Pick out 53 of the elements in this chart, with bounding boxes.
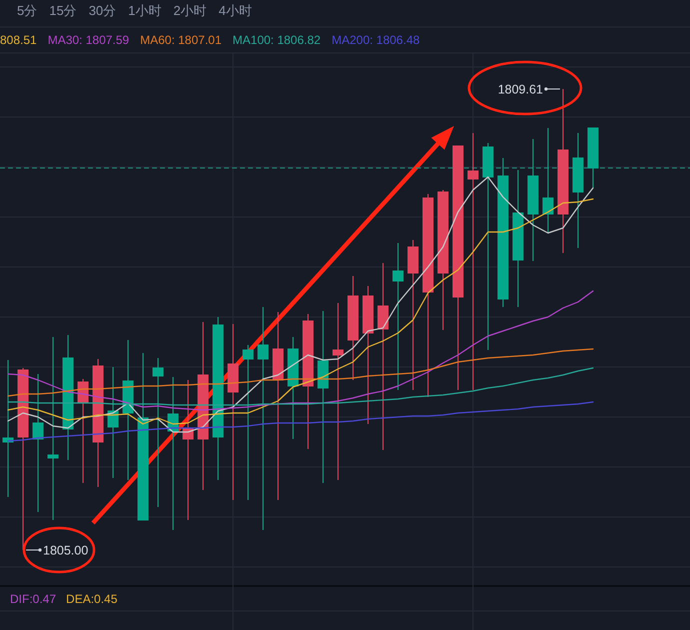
candlestick (392, 242, 404, 390)
candlestick (482, 142, 494, 350)
candlestick (302, 314, 314, 450)
candlestick (558, 88, 568, 254)
candlestick (438, 190, 448, 330)
text: 2小时 (173, 3, 207, 18)
annotation: 1805.00 (43, 544, 88, 558)
candlestick (242, 344, 254, 500)
candlestick (62, 334, 74, 460)
text: 15分 (49, 3, 77, 18)
candlestick (452, 146, 464, 390)
candlestick (332, 302, 344, 480)
candlestick (572, 132, 584, 248)
candlestick (32, 374, 44, 512)
candlestick (348, 276, 358, 380)
text: MA100: 1806.82 (232, 33, 321, 47)
text: MA30: 1807.59 (48, 33, 130, 47)
candlestick (108, 366, 118, 478)
candlestick (18, 368, 28, 550)
candlestick (138, 352, 148, 520)
candlestick (258, 306, 268, 530)
text: DIF:0.47 (10, 592, 56, 606)
text: 1小时 (128, 3, 162, 18)
candlestick (212, 316, 224, 480)
text: MA200: 1806.48 (332, 33, 420, 47)
candlestick (228, 324, 238, 500)
text: 808.51 (0, 33, 38, 47)
text: 30分 (88, 3, 116, 18)
candlestick (122, 340, 134, 480)
text: 5分 (17, 3, 38, 18)
candlestick (288, 336, 298, 440)
candlestick (182, 380, 194, 520)
candlestick (542, 128, 554, 234)
candlestick (168, 376, 178, 530)
candlestick (48, 336, 58, 520)
candlestick (362, 286, 374, 424)
candlestick (498, 158, 508, 308)
candlestick (92, 358, 104, 488)
annotation: 1809.61 (498, 82, 544, 96)
candlestick (198, 322, 208, 490)
candlestick (588, 128, 598, 188)
text: 4小时 (218, 3, 252, 18)
candlestick (512, 170, 524, 308)
candlestick (528, 138, 538, 262)
candlestick (408, 240, 418, 390)
candlestick (272, 312, 284, 500)
candlestick (152, 358, 164, 508)
candlestick (2, 360, 14, 498)
text: MA60: 1807.01 (140, 33, 222, 47)
candlestick (378, 262, 388, 450)
candlestick (422, 194, 434, 398)
text: DEA:0.45 (66, 592, 118, 606)
candlestick (318, 310, 328, 484)
